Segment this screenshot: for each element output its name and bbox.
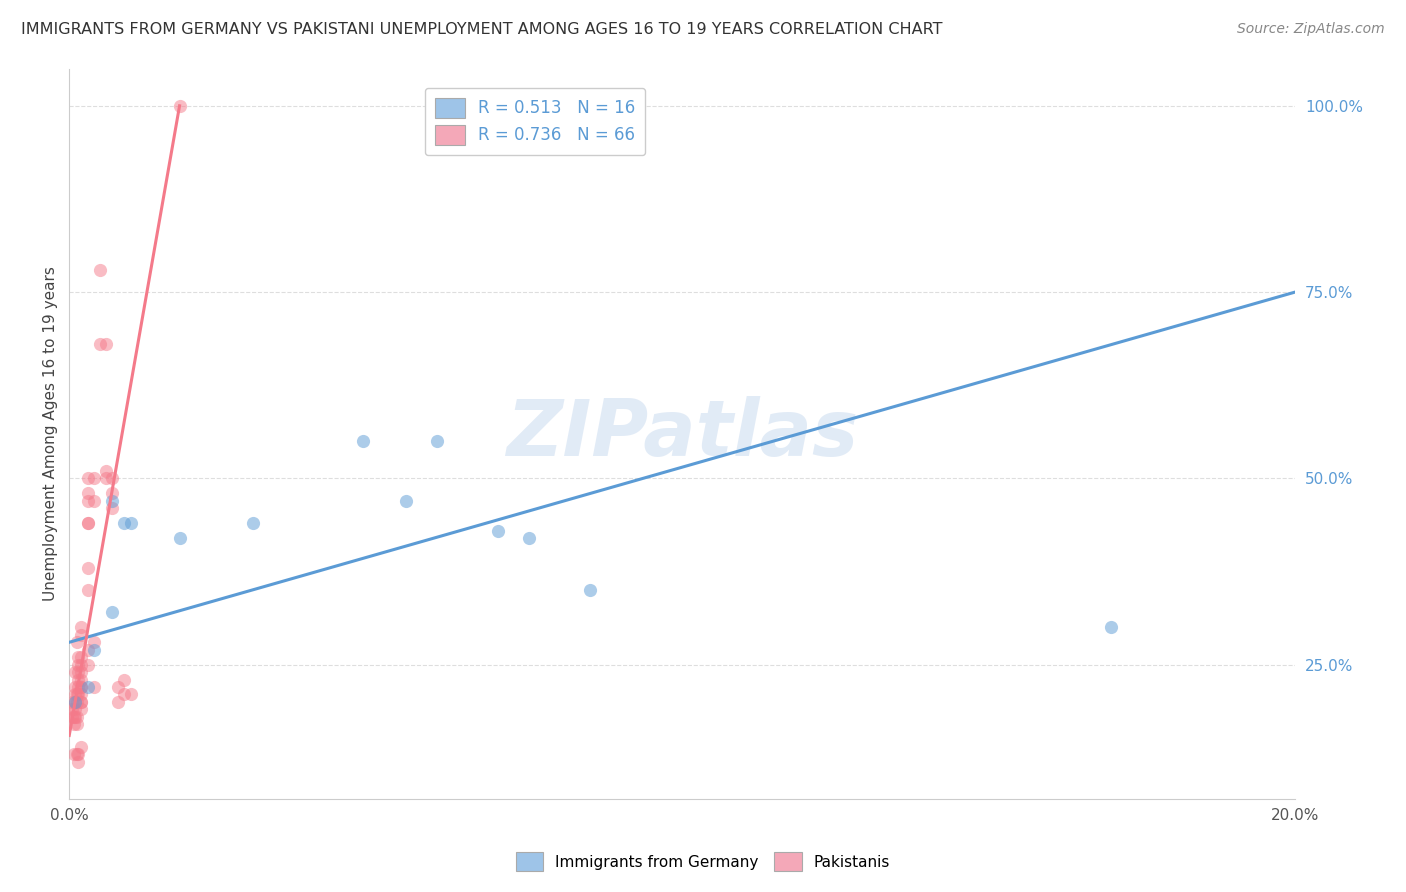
Point xyxy=(70,657,93,672)
Point xyxy=(60,702,83,716)
Point xyxy=(579,583,602,598)
Point xyxy=(65,688,87,702)
Point xyxy=(169,531,191,545)
Point xyxy=(112,673,135,687)
Point xyxy=(94,464,117,478)
Point xyxy=(66,710,89,724)
Point xyxy=(517,531,540,545)
Point xyxy=(89,262,111,277)
Point xyxy=(63,710,86,724)
Point xyxy=(76,516,98,530)
Point xyxy=(66,695,89,709)
Point xyxy=(67,755,90,769)
Point xyxy=(70,680,93,694)
Point xyxy=(60,710,83,724)
Point xyxy=(63,747,86,761)
Point xyxy=(66,688,89,702)
Point xyxy=(70,650,93,665)
Point xyxy=(83,642,105,657)
Point xyxy=(83,471,105,485)
Text: IMMIGRANTS FROM GERMANY VS PAKISTANI UNEMPLOYMENT AMONG AGES 16 TO 19 YEARS CORR: IMMIGRANTS FROM GERMANY VS PAKISTANI UNE… xyxy=(21,22,942,37)
Point xyxy=(67,673,90,687)
Point xyxy=(76,486,98,500)
Point xyxy=(112,688,135,702)
Point xyxy=(65,665,87,679)
Point xyxy=(76,680,98,694)
Point xyxy=(66,717,89,731)
Point xyxy=(70,680,93,694)
Point xyxy=(101,486,124,500)
Point xyxy=(101,493,124,508)
Point xyxy=(76,583,98,598)
Point xyxy=(66,635,89,649)
Legend: R = 0.513   N = 16, R = 0.736   N = 66: R = 0.513 N = 16, R = 0.736 N = 66 xyxy=(425,87,645,155)
Point xyxy=(94,471,117,485)
Point xyxy=(486,524,509,538)
Point xyxy=(65,680,87,694)
Point xyxy=(70,665,93,679)
Point xyxy=(83,680,105,694)
Y-axis label: Unemployment Among Ages 16 to 19 years: Unemployment Among Ages 16 to 19 years xyxy=(44,266,58,601)
Point xyxy=(63,717,86,731)
Point xyxy=(76,471,98,485)
Point xyxy=(169,99,191,113)
Point xyxy=(101,501,124,516)
Point xyxy=(426,434,449,448)
Point xyxy=(60,695,83,709)
Point xyxy=(70,702,93,716)
Point xyxy=(94,337,117,351)
Point xyxy=(101,606,124,620)
Point xyxy=(353,434,375,448)
Legend: Immigrants from Germany, Pakistanis: Immigrants from Germany, Pakistanis xyxy=(509,847,897,877)
Point xyxy=(70,673,93,687)
Point xyxy=(395,493,418,508)
Point xyxy=(101,471,124,485)
Point xyxy=(66,747,89,761)
Point xyxy=(67,657,90,672)
Point xyxy=(67,680,90,694)
Point xyxy=(67,650,90,665)
Point xyxy=(65,702,87,716)
Point xyxy=(76,493,98,508)
Point xyxy=(242,516,264,530)
Point xyxy=(70,695,93,709)
Point xyxy=(76,657,98,672)
Point xyxy=(67,665,90,679)
Point xyxy=(107,695,129,709)
Point xyxy=(83,493,105,508)
Point xyxy=(83,635,105,649)
Point xyxy=(70,695,93,709)
Point xyxy=(1099,620,1122,634)
Text: ZIPatlas: ZIPatlas xyxy=(506,396,858,472)
Point xyxy=(89,337,111,351)
Point xyxy=(76,642,98,657)
Point xyxy=(67,747,90,761)
Point xyxy=(120,688,142,702)
Point xyxy=(65,695,87,709)
Point xyxy=(107,680,129,694)
Text: Source: ZipAtlas.com: Source: ZipAtlas.com xyxy=(1237,22,1385,37)
Point xyxy=(70,688,93,702)
Point xyxy=(70,628,93,642)
Point xyxy=(67,688,90,702)
Point xyxy=(65,695,87,709)
Point xyxy=(70,620,93,634)
Point xyxy=(65,710,87,724)
Point xyxy=(120,516,142,530)
Point xyxy=(70,739,93,754)
Point xyxy=(112,516,135,530)
Point xyxy=(76,516,98,530)
Point xyxy=(76,561,98,575)
